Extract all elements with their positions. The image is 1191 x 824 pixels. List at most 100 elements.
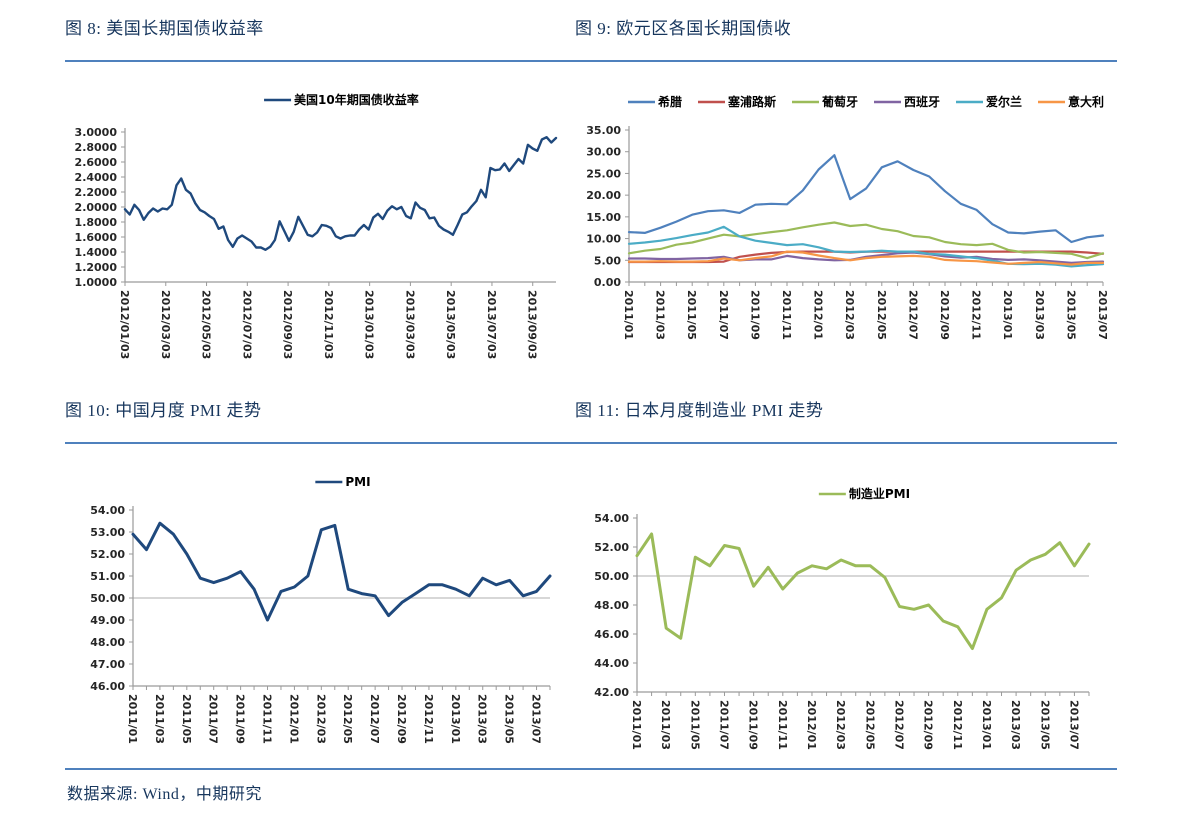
svg-text:2012/03: 2012/03 [843, 290, 856, 340]
svg-text:2012/09: 2012/09 [922, 700, 935, 750]
svg-text:2011/03: 2011/03 [659, 700, 672, 750]
svg-text:2012/05: 2012/05 [863, 700, 876, 750]
svg-text:2012/01: 2012/01 [812, 290, 825, 340]
svg-text:希腊: 希腊 [657, 94, 682, 109]
svg-text:2013/03: 2013/03 [1033, 290, 1046, 340]
svg-text:10.00: 10.00 [586, 233, 621, 246]
svg-text:50.00: 50.00 [90, 592, 125, 605]
svg-text:2012/07: 2012/07 [906, 290, 919, 340]
svg-text:2012/11/03: 2012/11/03 [322, 290, 335, 359]
svg-text:2011/11: 2011/11 [780, 290, 793, 340]
svg-text:2011/07: 2011/07 [207, 694, 220, 744]
svg-text:54.00: 54.00 [594, 512, 629, 525]
svg-text:2012/03: 2012/03 [834, 700, 847, 750]
title-divider-rule-1 [65, 60, 1117, 62]
svg-text:2012/09: 2012/09 [395, 694, 408, 744]
svg-text:20.00: 20.00 [586, 189, 621, 202]
us-10y-treasury-yield-chart: 美国10年期国债收益率 1.0000 1.2000 1.4000 1.6000 1.800… [75, 92, 558, 359]
svg-text:2011/01: 2011/01 [622, 290, 635, 340]
report-page: 图 8: 美国长期国债收益率 图 9: 欧元区各国长期国债收 美国10年期国债收… [65, 19, 1125, 803]
svg-text:2012/07: 2012/07 [892, 700, 905, 750]
svg-text:1.0000: 1.0000 [75, 276, 118, 289]
svg-text:2012/11: 2012/11 [422, 694, 435, 744]
svg-text:15.00: 15.00 [586, 211, 621, 224]
title-divider-rule-2 [65, 442, 1117, 444]
svg-text:葡萄牙: 葡萄牙 [821, 94, 858, 109]
svg-text:5.00: 5.00 [594, 254, 621, 267]
svg-text:0.00: 0.00 [594, 276, 621, 289]
svg-text:2012/05: 2012/05 [341, 694, 354, 744]
svg-text:2012/11: 2012/11 [970, 290, 983, 340]
svg-text:2012/01/03: 2012/01/03 [118, 290, 131, 359]
svg-text:1.8000: 1.8000 [75, 216, 118, 229]
svg-text:2013/05: 2013/05 [1038, 700, 1051, 750]
svg-text:2011/11: 2011/11 [776, 700, 789, 750]
svg-text:2013/07: 2013/07 [1096, 290, 1109, 340]
svg-text:2011/09: 2011/09 [234, 694, 247, 744]
svg-text:2012/05: 2012/05 [875, 290, 888, 340]
svg-text:46.00: 46.00 [594, 628, 629, 641]
svg-text:53.00: 53.00 [90, 526, 125, 539]
svg-text:25.00: 25.00 [586, 167, 621, 180]
svg-text:2013/01/03: 2013/01/03 [363, 290, 376, 359]
svg-text:2011/11: 2011/11 [261, 694, 274, 744]
figure-titles-row-2: 图 10: 中国月度 PMI 走势 图 11: 日本月度制造业 PMI 走势 [65, 396, 1125, 442]
charts-row-2: PMI 46.00 47.00 48.00 49.00 50.00 51.00 52.00 53… [65, 444, 1125, 762]
svg-text:2011/07: 2011/07 [717, 700, 730, 750]
svg-text:3.0000: 3.0000 [75, 126, 118, 139]
svg-text:2012/03/03: 2012/03/03 [159, 290, 172, 359]
figure-8-title: 图 8: 美国长期国债收益率 [65, 19, 264, 38]
svg-text:2013/03: 2013/03 [1009, 700, 1022, 750]
svg-text:48.00: 48.00 [90, 636, 125, 649]
svg-text:2012/09: 2012/09 [938, 290, 951, 340]
svg-text:2011/09: 2011/09 [748, 290, 761, 340]
svg-text:2012/09/03: 2012/09/03 [281, 290, 294, 359]
svg-text:2012/05/03: 2012/05/03 [200, 290, 213, 359]
svg-text:1.2000: 1.2000 [75, 261, 118, 274]
japan-manufacturing-pmi-chart: 制造业PMI 42.00 44.00 46.00 48.00 50.00 52.00 54.0… [594, 486, 1091, 750]
svg-text:2013/03/03: 2013/03/03 [403, 290, 416, 359]
svg-text:2011/05: 2011/05 [685, 290, 698, 340]
svg-text:51.00: 51.00 [90, 570, 125, 583]
svg-text:2013/01: 2013/01 [449, 694, 462, 744]
svg-text:2.2000: 2.2000 [75, 186, 118, 199]
svg-text:42.00: 42.00 [594, 686, 629, 699]
svg-text:2.0000: 2.0000 [75, 201, 118, 214]
svg-text:2011/09: 2011/09 [747, 700, 760, 750]
svg-text:1.6000: 1.6000 [75, 231, 118, 244]
svg-text:2013/01: 2013/01 [1001, 290, 1014, 340]
svg-text:意大利: 意大利 [1068, 94, 1104, 109]
svg-text:2013/07: 2013/07 [1067, 700, 1080, 750]
eurozone-bond-yields-chart: 希腊 塞浦路斯 葡萄牙 西班牙 爱尔兰 意大利 0.00 5.00 10.00 15.00 20.0… [586, 94, 1109, 340]
svg-text:2012/01: 2012/01 [805, 700, 818, 750]
svg-text:美国10年期国债收益率: 美国10年期国债收益率 [294, 92, 419, 107]
svg-text:2013/07/03: 2013/07/03 [485, 290, 498, 359]
svg-text:2013/03: 2013/03 [476, 694, 489, 744]
svg-text:2011/05: 2011/05 [180, 694, 193, 744]
svg-text:2011/07: 2011/07 [717, 290, 730, 340]
figure-10-title: 图 10: 中国月度 PMI 走势 [65, 401, 262, 420]
svg-text:46.00: 46.00 [90, 680, 125, 693]
svg-text:2011/01: 2011/01 [126, 694, 139, 744]
svg-text:2013/01: 2013/01 [980, 700, 993, 750]
svg-text:30.00: 30.00 [586, 146, 621, 159]
svg-text:2011/01: 2011/01 [630, 700, 643, 750]
svg-text:2013/05: 2013/05 [503, 694, 516, 744]
svg-text:35.00: 35.00 [586, 124, 621, 137]
svg-text:PMI: PMI [345, 475, 370, 489]
svg-text:2012/07: 2012/07 [368, 694, 381, 744]
svg-text:49.00: 49.00 [90, 614, 125, 627]
svg-text:52.00: 52.00 [594, 541, 629, 554]
svg-text:2012/01: 2012/01 [287, 694, 300, 744]
svg-text:48.00: 48.00 [594, 599, 629, 612]
svg-text:2013/05/03: 2013/05/03 [444, 290, 457, 359]
charts-row-1: 美国10年期国债收益率 1.0000 1.2000 1.4000 1.6000 1.800… [65, 62, 1125, 366]
svg-text:1.4000: 1.4000 [75, 246, 118, 259]
svg-text:2013/05: 2013/05 [1064, 290, 1077, 340]
svg-text:2013/07: 2013/07 [530, 694, 543, 744]
svg-text:44.00: 44.00 [594, 657, 629, 670]
svg-text:塞浦路斯: 塞浦路斯 [728, 94, 776, 109]
svg-text:制造业PMI: 制造业PMI [849, 486, 910, 501]
svg-text:2011/05: 2011/05 [688, 700, 701, 750]
svg-text:2012/07/03: 2012/07/03 [240, 290, 253, 359]
